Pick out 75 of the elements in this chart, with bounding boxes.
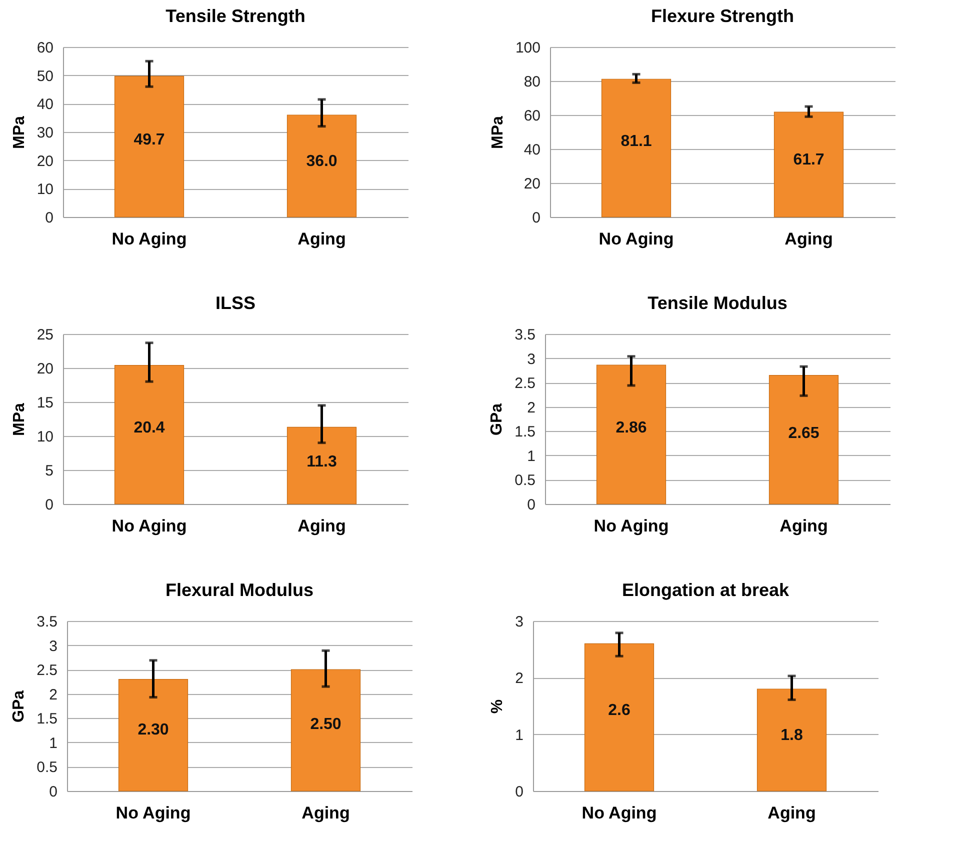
y-tick-label: 3.5 <box>514 326 536 344</box>
y-tick-label: 2 <box>515 670 524 688</box>
y-tick-label: 2.5 <box>36 662 58 680</box>
y-tick-label: 2.5 <box>514 375 536 392</box>
chart-title: Flexural Modulus <box>165 580 314 600</box>
data-label: 2.65 <box>788 425 820 442</box>
y-tick-label: 1 <box>527 448 536 465</box>
y-tick-label: 15 <box>36 394 54 412</box>
chart-title: Tensile Modulus <box>648 293 788 313</box>
data-label: 1.8 <box>780 726 803 744</box>
data-label: 2.30 <box>138 722 169 739</box>
y-tick-label: 0 <box>515 784 524 800</box>
y-tick-label: 0 <box>49 784 58 800</box>
chart-title: Tensile Strength <box>166 6 306 26</box>
y-axis-title: GPa <box>488 403 506 436</box>
data-label: 2.86 <box>616 420 647 437</box>
y-tick-label: 3.5 <box>36 614 58 630</box>
data-label: 81.1 <box>620 133 652 150</box>
y-tick-label: 0 <box>527 496 536 514</box>
data-label: 11.3 <box>306 454 337 471</box>
y-tick-label: 10 <box>36 428 54 446</box>
x-tick-label: Aging <box>298 230 346 248</box>
y-tick-label: 0 <box>45 496 54 514</box>
y-tick-label: 1.5 <box>36 710 58 728</box>
y-tick-label: 1.5 <box>514 424 536 441</box>
x-tick-label: No Aging <box>582 804 657 822</box>
y-tick-label: 40 <box>524 142 540 158</box>
x-tick-label: No Aging <box>598 230 674 248</box>
data-label: 36.0 <box>306 152 338 170</box>
y-tick-label: 20 <box>36 360 54 378</box>
chart-title: Elongation at break <box>622 580 790 600</box>
x-tick-label: Aging <box>298 516 346 536</box>
chart-title: Flexure Strength <box>650 6 794 26</box>
y-tick-label: 3 <box>515 614 524 630</box>
y-tick-label: 100 <box>515 40 540 56</box>
y-tick-label: 60 <box>36 40 54 56</box>
y-tick-label: 1 <box>515 726 524 744</box>
data-label: 61.7 <box>793 151 824 168</box>
x-tick-label: No Aging <box>116 804 191 822</box>
x-tick-label: Aging <box>784 230 833 248</box>
y-axis-title: GPa <box>10 690 28 723</box>
y-axis-title: MPa <box>10 116 28 149</box>
x-tick-label: Aging <box>768 804 816 822</box>
x-tick-label: Aging <box>780 516 828 536</box>
x-tick-label: No Aging <box>112 516 187 536</box>
y-tick-label: 30 <box>36 124 54 142</box>
y-axis-title: MPa <box>10 402 28 436</box>
y-tick-label: 20 <box>36 152 54 170</box>
y-tick-label: 5 <box>45 462 54 480</box>
chart-title: ILSS <box>215 293 256 313</box>
y-tick-label: 50 <box>36 68 54 85</box>
y-tick-label: 40 <box>36 96 54 114</box>
y-tick-label: 0.5 <box>36 759 58 776</box>
y-tick-label: 3 <box>49 638 58 655</box>
data-label: 49.7 <box>134 132 165 149</box>
y-tick-label: 20 <box>524 176 540 192</box>
x-tick-label: Aging <box>302 804 350 822</box>
x-tick-label: No Aging <box>594 516 669 536</box>
y-tick-label: 3 <box>527 350 536 368</box>
y-tick-label: 10 <box>36 181 54 198</box>
y-tick-label: 25 <box>36 326 54 344</box>
y-tick-label: 0.5 <box>514 472 536 490</box>
data-label: 2.6 <box>608 702 630 719</box>
y-tick-label: 2 <box>49 686 58 704</box>
y-tick-label: 1 <box>49 734 58 752</box>
y-tick-label: 60 <box>524 108 540 124</box>
y-tick-label: 80 <box>524 74 540 90</box>
y-tick-label: 0 <box>532 210 540 226</box>
data-label: 20.4 <box>134 420 165 437</box>
data-label: 2.50 <box>310 716 342 734</box>
y-axis-title: MPa <box>489 116 506 149</box>
y-tick-label: 2 <box>527 399 536 416</box>
y-axis-title: % <box>489 699 506 714</box>
x-tick-label: No Aging <box>112 230 187 248</box>
y-tick-label: 0 <box>45 210 54 226</box>
